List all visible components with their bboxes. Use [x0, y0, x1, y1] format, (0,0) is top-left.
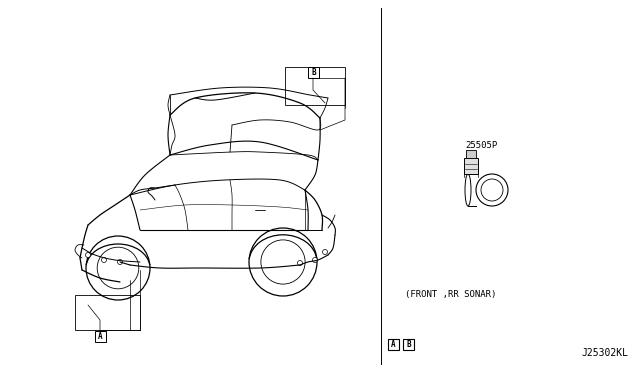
Bar [466, 150, 476, 158]
Bar [95, 331, 106, 342]
Circle shape [86, 253, 90, 257]
Bar [75, 295, 140, 330]
Circle shape [312, 257, 317, 263]
Circle shape [102, 257, 106, 263]
Text: (FRONT ,RR SONAR): (FRONT ,RR SONAR) [405, 291, 497, 299]
Text: A: A [98, 332, 103, 341]
Bar [403, 339, 414, 350]
Circle shape [298, 260, 303, 266]
Bar [464, 158, 478, 174]
Text: B: B [311, 68, 316, 77]
Circle shape [118, 260, 122, 264]
Circle shape [323, 250, 328, 254]
Bar [285, 67, 345, 105]
Bar [388, 339, 399, 350]
Text: J25302KL: J25302KL [581, 348, 628, 358]
Text: A: A [391, 340, 396, 349]
Bar [308, 67, 319, 78]
Text: 25505P: 25505P [465, 141, 497, 150]
Text: B: B [406, 340, 411, 349]
